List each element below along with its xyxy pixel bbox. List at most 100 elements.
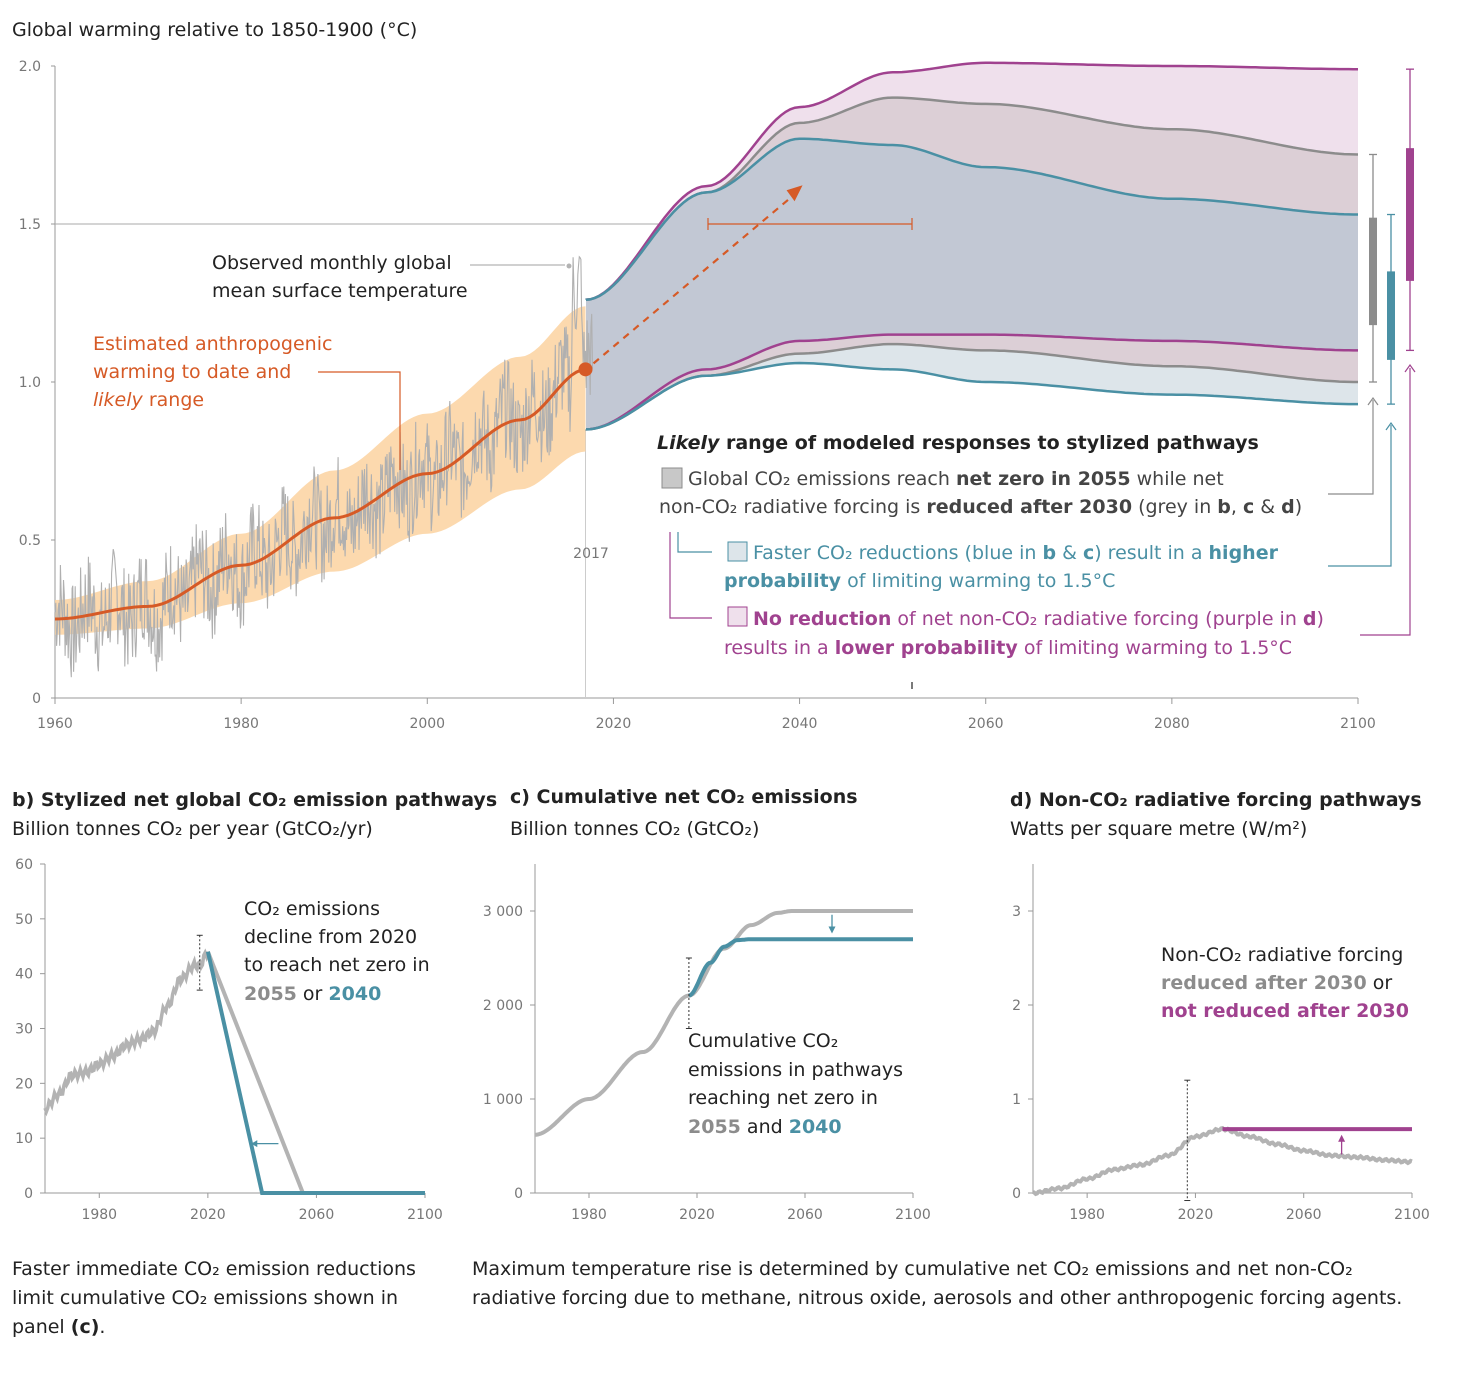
- anthropogenic-warming-line: [54, 367, 586, 621]
- panel-b-title: b) Stylized net global CO₂ emission path…: [12, 789, 497, 811]
- y-tick-label: 60: [15, 857, 33, 873]
- panel-b-ann-3: to reach net zero in: [244, 954, 430, 976]
- panel-c-plot: 0 1 000 2 000 3 000 1980 2020 2060 2100: [483, 864, 931, 1223]
- purple-bar-box: [1406, 148, 1414, 281]
- panel-b-ann-2055: 2055: [244, 983, 297, 1005]
- x-tick-label: 2060: [1286, 1207, 1322, 1223]
- legend-purple-1b: of net non-CO₂ radiative forcing (purple…: [891, 608, 1303, 630]
- purple-lower-line: [585, 333, 1358, 431]
- panel-a-y-tick-label: 1.0: [19, 375, 41, 391]
- panel-b-plot: 0 10 20 30 40 50 60 1980 2020 2060 2100: [15, 857, 443, 1223]
- grey-bar-arrowhead: [1367, 396, 1379, 406]
- legend-grey-2i: ): [1295, 496, 1302, 518]
- panel-d-ann-or: or: [1367, 972, 1393, 994]
- legend-purple-connector: [669, 532, 712, 619]
- legend-heading: Likely range of modeled responses to sty…: [657, 432, 1259, 454]
- shift-arrowhead: [828, 926, 836, 934]
- blue-upper-line: [585, 137, 1358, 302]
- legend-blue-1a: Faster CO₂ reductions (blue in: [753, 542, 1042, 564]
- panel-b-subtitle: Billion tonnes CO₂ per year (GtCO₂/yr): [12, 818, 373, 840]
- panel-a-x-tick-label: 2100: [1340, 716, 1376, 732]
- legend-heading-likely: Likely: [657, 432, 721, 454]
- x-tick-label: 2060: [299, 1207, 335, 1223]
- legend-grey-line-2: non-CO₂ radiative forcing is reduced aft…: [659, 496, 1302, 518]
- x-tick-label: 2020: [190, 1207, 226, 1223]
- legend-blue-2b: of limiting warming to 1.5°C: [841, 570, 1115, 592]
- blue-lower-band: [585, 344, 1358, 430]
- panel-d-plot: 0 1 2 3 1980 2020 2060 2100: [1012, 864, 1430, 1223]
- legend-purple-1c: d: [1303, 608, 1317, 630]
- legend-grey-swatch: [661, 467, 683, 489]
- footer-left-line-2: limit cumulative CO₂ emissions shown in: [12, 1287, 398, 1309]
- purple-upper-band: [585, 62, 1358, 300]
- panel-b-ann-or: or: [297, 983, 329, 1005]
- blue-bar-connector: [1328, 425, 1392, 567]
- panel-a-y-tick-label: 2.0: [19, 59, 41, 75]
- y-tick-label: 2: [1012, 998, 1021, 1014]
- x-tick-label: 1980: [81, 1207, 117, 1223]
- panel-a-x-tick-label: 2020: [596, 716, 632, 732]
- legend-grey-2b: reduced after 2030: [926, 496, 1132, 518]
- legend-blue-1f: higher: [1209, 542, 1279, 564]
- forcing-reduced-line: [1032, 1125, 1413, 1197]
- panel-c-title: c) Cumulative net CO₂ emissions: [510, 786, 858, 808]
- purple-upper-line: [585, 61, 1358, 302]
- panel-c-ann-2055: 2055: [688, 1116, 741, 1138]
- anthropogenic-likely-range: [55, 306, 586, 635]
- panel-a-x-tick-label: 2000: [409, 716, 445, 732]
- panel-c-ann-4: 2055 and 2040: [688, 1116, 842, 1138]
- footer-left-line-1: Faster immediate CO₂ emission reductions: [12, 1258, 416, 1280]
- panel-a-x-tick-label: 1960: [37, 716, 73, 732]
- panel-c: c) Cumulative net CO₂ emissions Billion …: [483, 786, 931, 1223]
- panel-a-observed-series: [54, 255, 594, 678]
- footer-right-line-1: Maximum temperature rise is determined b…: [472, 1258, 1353, 1280]
- y-tick-label: 3: [1012, 904, 1021, 920]
- anthro-label-range: range: [143, 389, 204, 411]
- grey-bar-connector: [1328, 400, 1374, 495]
- legend-blue-1b: b: [1042, 542, 1056, 564]
- panel-b: b) Stylized net global CO₂ emission path…: [12, 789, 497, 1223]
- legend-blue-line-2: probability of limiting warming to 1.5°C: [724, 570, 1115, 592]
- panel-c-ann-and: and: [741, 1116, 789, 1138]
- extrapolation-arrow: [592, 194, 795, 365]
- x-tick-label: 2100: [895, 1207, 931, 1223]
- y-tick-label: 10: [15, 1131, 33, 1147]
- legend-blue-1e: ) result in a: [1094, 542, 1208, 564]
- x-tick-label: 2060: [787, 1207, 823, 1223]
- panel-a-pathway-bands: [585, 61, 1359, 431]
- legend-purple-2c: of limiting warming to 1.5°C: [1018, 637, 1292, 659]
- x-tick-label: 2020: [679, 1207, 715, 1223]
- purple-bar-arrowhead: [1404, 363, 1416, 373]
- footer-right-line-2: radiative forcing due to methane, nitrou…: [472, 1287, 1402, 1309]
- y-tick-label: 50: [15, 912, 33, 928]
- historical-emissions-line: [43, 948, 210, 1117]
- cumulative-2040-line: [688, 937, 913, 998]
- legend-blue-connector: [677, 532, 712, 553]
- panel-a-x-tick-label: 2040: [782, 716, 818, 732]
- footer-left-3a: panel: [12, 1316, 71, 1338]
- panel-b-ann-2040: 2040: [328, 983, 381, 1005]
- y-tick-label: 2 000: [483, 998, 523, 1014]
- panel-c-ann-1: Cumulative CO₂: [688, 1030, 838, 1052]
- legend-grey-2d: b: [1217, 496, 1231, 518]
- panel-c-ann-2040: 2040: [789, 1116, 842, 1138]
- legend-grey-2e: ,: [1231, 496, 1243, 518]
- panel-b-ann-1: CO₂ emissions: [244, 898, 380, 920]
- grey-upper-band: [585, 97, 1358, 300]
- panel-d-ann-3: not reduced after 2030: [1161, 1000, 1409, 1022]
- observed-label-line-2: mean surface temperature: [212, 280, 468, 302]
- panel-d-ann-reduced: reduced after 2030: [1161, 972, 1367, 994]
- legend-grey-line-1: Global CO₂ emissions reach net zero in 2…: [688, 468, 1224, 490]
- legend-purple-swatch: [727, 606, 748, 627]
- blue-bar-arrowhead: [1385, 421, 1397, 431]
- panel-a-y-tick-label: 1.5: [19, 217, 41, 233]
- panel-d: d) Non-CO₂ radiative forcing pathways Wa…: [1010, 789, 1430, 1223]
- extrapolation-arrowhead: [786, 185, 803, 202]
- panel-a-x-tick-label: 2080: [1154, 716, 1190, 732]
- panel-a-y-tick-label: 0: [32, 691, 41, 707]
- x-tick-label: 1980: [1069, 1207, 1105, 1223]
- anthro-label-line-3: likely range: [93, 389, 204, 411]
- panel-a-title: Global warming relative to 1850-1900 (°C…: [12, 19, 417, 41]
- footer-left-3b: (c): [71, 1316, 100, 1338]
